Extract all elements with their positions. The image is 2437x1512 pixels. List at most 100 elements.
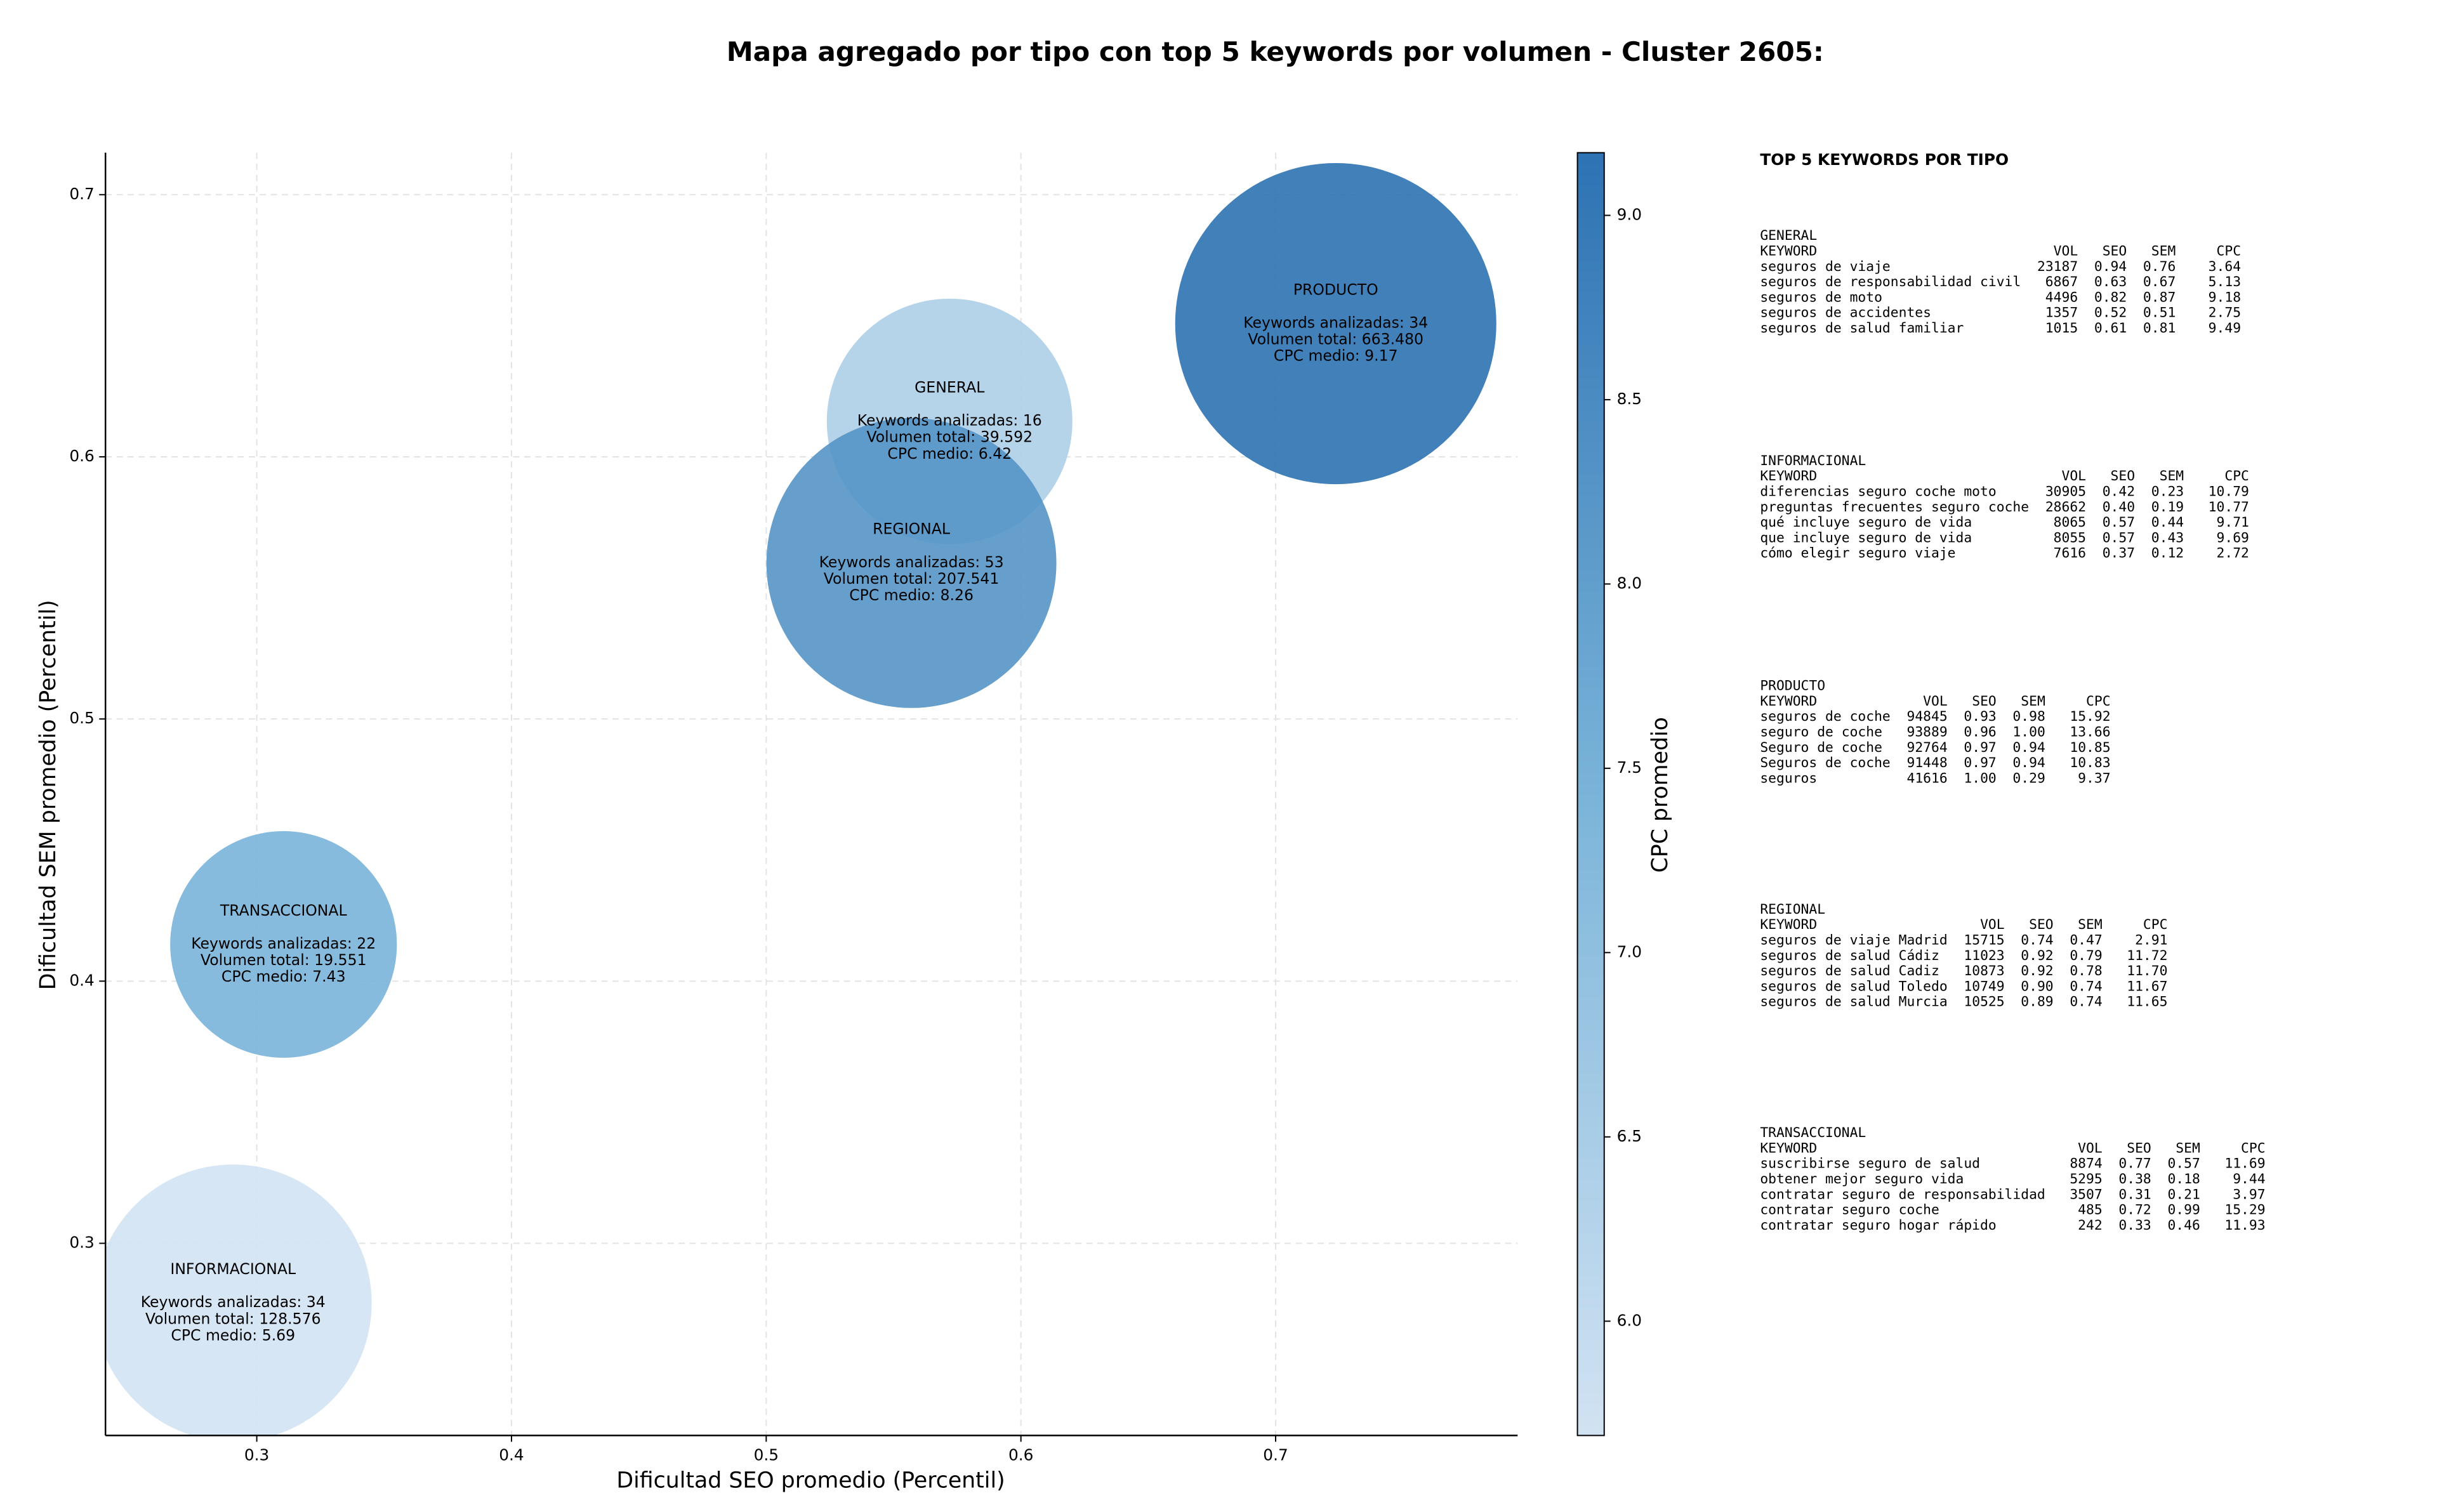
colorbar-segment [1577, 869, 1604, 881]
colorbar-segment [1577, 483, 1604, 496]
colorbar-tick-label: 8.5 [1617, 390, 1642, 408]
bubble-label: Volumen total: 39.592 [866, 428, 1033, 446]
colorbar-segment [1577, 334, 1604, 346]
y-tick-label: 0.4 [69, 971, 94, 989]
colorbar-segment [1577, 847, 1604, 859]
panel-column-header: KEYWORD [1760, 917, 1817, 933]
panel-cell: 10.85 [2070, 740, 2110, 756]
colorbar-segment [1577, 377, 1604, 389]
panel-cell: 5.13 [2209, 274, 2241, 290]
colorbar-segment [1577, 1360, 1604, 1372]
panel-cell: 242 [2078, 1218, 2103, 1233]
colorbar-segment [1577, 719, 1604, 731]
colorbar-segment [1577, 1029, 1604, 1041]
panel-cell: 0.18 [2167, 1171, 2200, 1187]
panel-cell: 15715 [1964, 932, 2004, 948]
panel-section-title: PRODUCTO [1760, 678, 1825, 694]
panel-section-title: TRANSACCIONAL [1760, 1125, 1866, 1141]
panel-cell: 0.33 [2118, 1218, 2151, 1233]
colorbar-segment [1577, 313, 1604, 325]
panel-cell: seguros de viaje [1760, 259, 1890, 275]
colorbar-segment [1577, 505, 1604, 517]
colorbar-segment [1577, 302, 1604, 314]
colorbar-segment [1577, 655, 1604, 667]
panel-column-header: SEO [1972, 694, 1997, 709]
colorbar-segment [1577, 1350, 1604, 1362]
bubble-label: Volumen total: 19.551 [201, 951, 367, 969]
panel-cell: 0.61 [2094, 320, 2127, 336]
colorbar-segment [1577, 1040, 1604, 1052]
panel-cell: 10.83 [2070, 755, 2110, 771]
colorbar-segment [1577, 1082, 1604, 1095]
colorbar-segment [1577, 452, 1604, 464]
colorbar-segment [1577, 783, 1604, 795]
bubble-label: Volumen total: 128.576 [145, 1310, 321, 1327]
panel-cell: 10.79 [2209, 484, 2249, 500]
panel-cell: 1.00 [1964, 770, 1996, 786]
panel-cell: 23187 [2037, 259, 2078, 275]
panel-cell: 0.40 [2103, 499, 2135, 515]
y-tick-label: 0.3 [69, 1233, 94, 1252]
panel-cell: 0.57 [2103, 530, 2135, 546]
panel-cell: 6867 [2045, 274, 2078, 290]
colorbar-segment [1577, 602, 1604, 614]
colorbar-segment [1577, 537, 1604, 549]
panel-column-header: CPC [2241, 1140, 2266, 1156]
panel-cell: contratar seguro de responsabilidad [1760, 1187, 2045, 1202]
panel-cell: 0.87 [2143, 289, 2176, 305]
colorbar-segment [1577, 1179, 1604, 1191]
colorbar-segment [1577, 815, 1604, 827]
colorbar-segment [1577, 185, 1604, 197]
panel-column-header: SEM [2160, 468, 2184, 484]
bubble [105, 1164, 372, 1436]
panel-cell: 0.43 [2151, 530, 2184, 546]
panel-cell: 8874 [2070, 1156, 2102, 1172]
panel-cell: 0.89 [2021, 994, 2053, 1010]
bubble-label: CPC medio: 6.42 [887, 445, 1012, 463]
colorbar-segment [1577, 249, 1604, 261]
colorbar-segment [1577, 975, 1604, 988]
colorbar-segment [1577, 676, 1604, 688]
panel-cell: 0.81 [2143, 320, 2176, 336]
bubble-label: Keywords analizadas: 22 [191, 935, 376, 952]
panel-cell: 92764 [1907, 740, 1948, 756]
colorbar-segment [1577, 324, 1604, 336]
colorbar-segment [1577, 794, 1604, 806]
panel-cell: 1015 [2045, 320, 2078, 336]
panel-cell: 0.97 [1964, 740, 1996, 756]
colorbar-segment [1577, 1328, 1604, 1340]
panel-cell: 10749 [1964, 978, 2004, 994]
panel-cell: 0.74 [2070, 978, 2102, 994]
colorbar-segment [1577, 1403, 1604, 1415]
panel-cell: 0.51 [2143, 305, 2176, 321]
panel-cell: 0.98 [2012, 709, 2045, 725]
colorbar-segment [1577, 1221, 1604, 1233]
panel-cell: diferencias seguro coche moto [1760, 484, 1996, 500]
colorbar-segment [1577, 730, 1604, 742]
panel-column-header: SEM [2151, 243, 2176, 259]
colorbar-segment [1577, 355, 1604, 367]
panel-cell: 11.65 [2127, 994, 2167, 1010]
panel-cell: 10873 [1964, 963, 2004, 979]
panel-cell: preguntas frecuentes seguro coche [1760, 499, 2029, 515]
colorbar-segment [1577, 580, 1604, 592]
colorbar-segment [1577, 1061, 1604, 1073]
colorbar-segment [1577, 558, 1604, 570]
y-tick-label: 0.5 [69, 709, 94, 727]
panel-cell: 93889 [1907, 725, 1948, 740]
panel-section-title: REGIONAL [1760, 902, 1825, 917]
panel-cell: 0.78 [2070, 963, 2102, 979]
panel-cell: seguros de coche [1760, 709, 1890, 725]
colorbar-segment [1577, 933, 1604, 945]
panel-column-header: VOL [2062, 468, 2087, 484]
panel-cell: 10525 [1964, 994, 2004, 1010]
panel-column-header: SEM [2021, 694, 2045, 709]
panel-cell: 8065 [2054, 515, 2086, 530]
panel-cell: 9.69 [2217, 530, 2249, 546]
panel-cell: 9.37 [2078, 770, 2110, 786]
colorbar-segment [1577, 548, 1604, 560]
panel-cell: contratar seguro coche [1760, 1202, 1939, 1218]
bubble-label: Volumen total: 663.480 [1248, 331, 1423, 348]
panel-cell: 28662 [2045, 499, 2086, 515]
panel-cell: seguros de accidentes [1760, 305, 1931, 321]
